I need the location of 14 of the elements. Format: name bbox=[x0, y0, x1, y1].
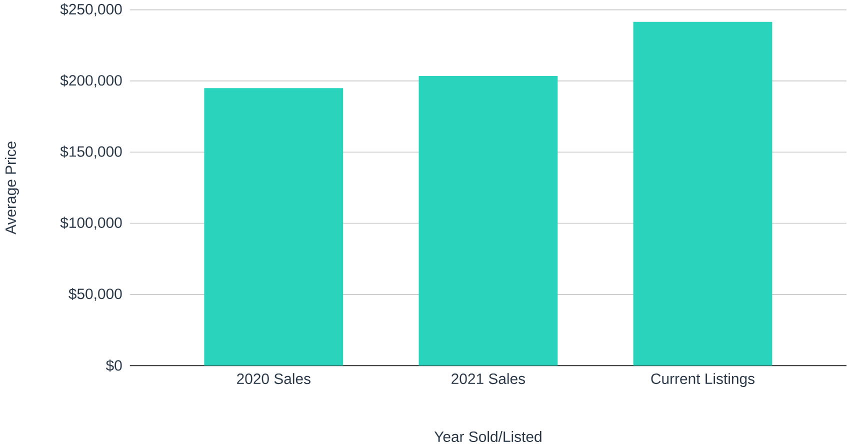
y-tick-label: $150,000 bbox=[60, 145, 122, 158]
y-tick-label: $0 bbox=[106, 359, 122, 372]
bar bbox=[418, 76, 558, 366]
x-axis-title: Year Sold/Listed bbox=[434, 430, 542, 442]
x-tick-label: 2021 Sales bbox=[452, 372, 526, 384]
y-axis-title: Average Price bbox=[5, 141, 19, 234]
y-tick-label: $50,000 bbox=[68, 288, 122, 301]
y-tick-label: $200,000 bbox=[60, 74, 122, 88]
bar bbox=[633, 22, 772, 366]
x-tick-label: 2020 Sales bbox=[237, 372, 310, 384]
y-tick-label: $250,000 bbox=[60, 3, 122, 16]
y-tick-label: $100,000 bbox=[60, 216, 122, 230]
x-tick-label: Current Listings bbox=[651, 372, 754, 387]
bar bbox=[204, 88, 344, 366]
